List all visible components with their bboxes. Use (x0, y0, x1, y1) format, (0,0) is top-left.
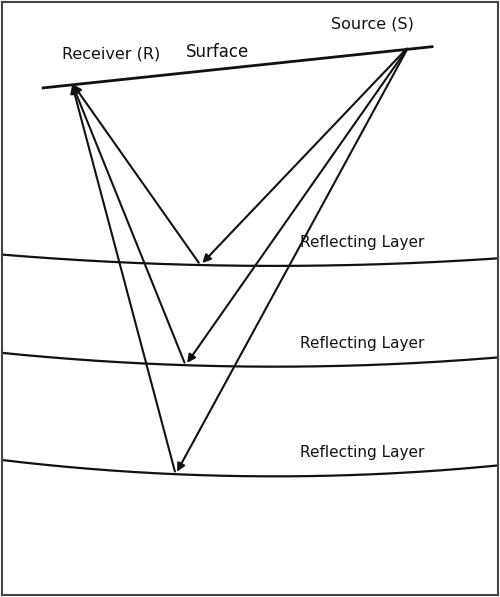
Text: Reflecting Layer: Reflecting Layer (300, 336, 424, 350)
Text: Reflecting Layer: Reflecting Layer (300, 235, 424, 250)
Text: Source (S): Source (S) (331, 17, 413, 32)
Text: Reflecting Layer: Reflecting Layer (300, 445, 424, 460)
Text: Receiver (R): Receiver (R) (62, 47, 160, 61)
Text: Surface: Surface (186, 44, 250, 61)
